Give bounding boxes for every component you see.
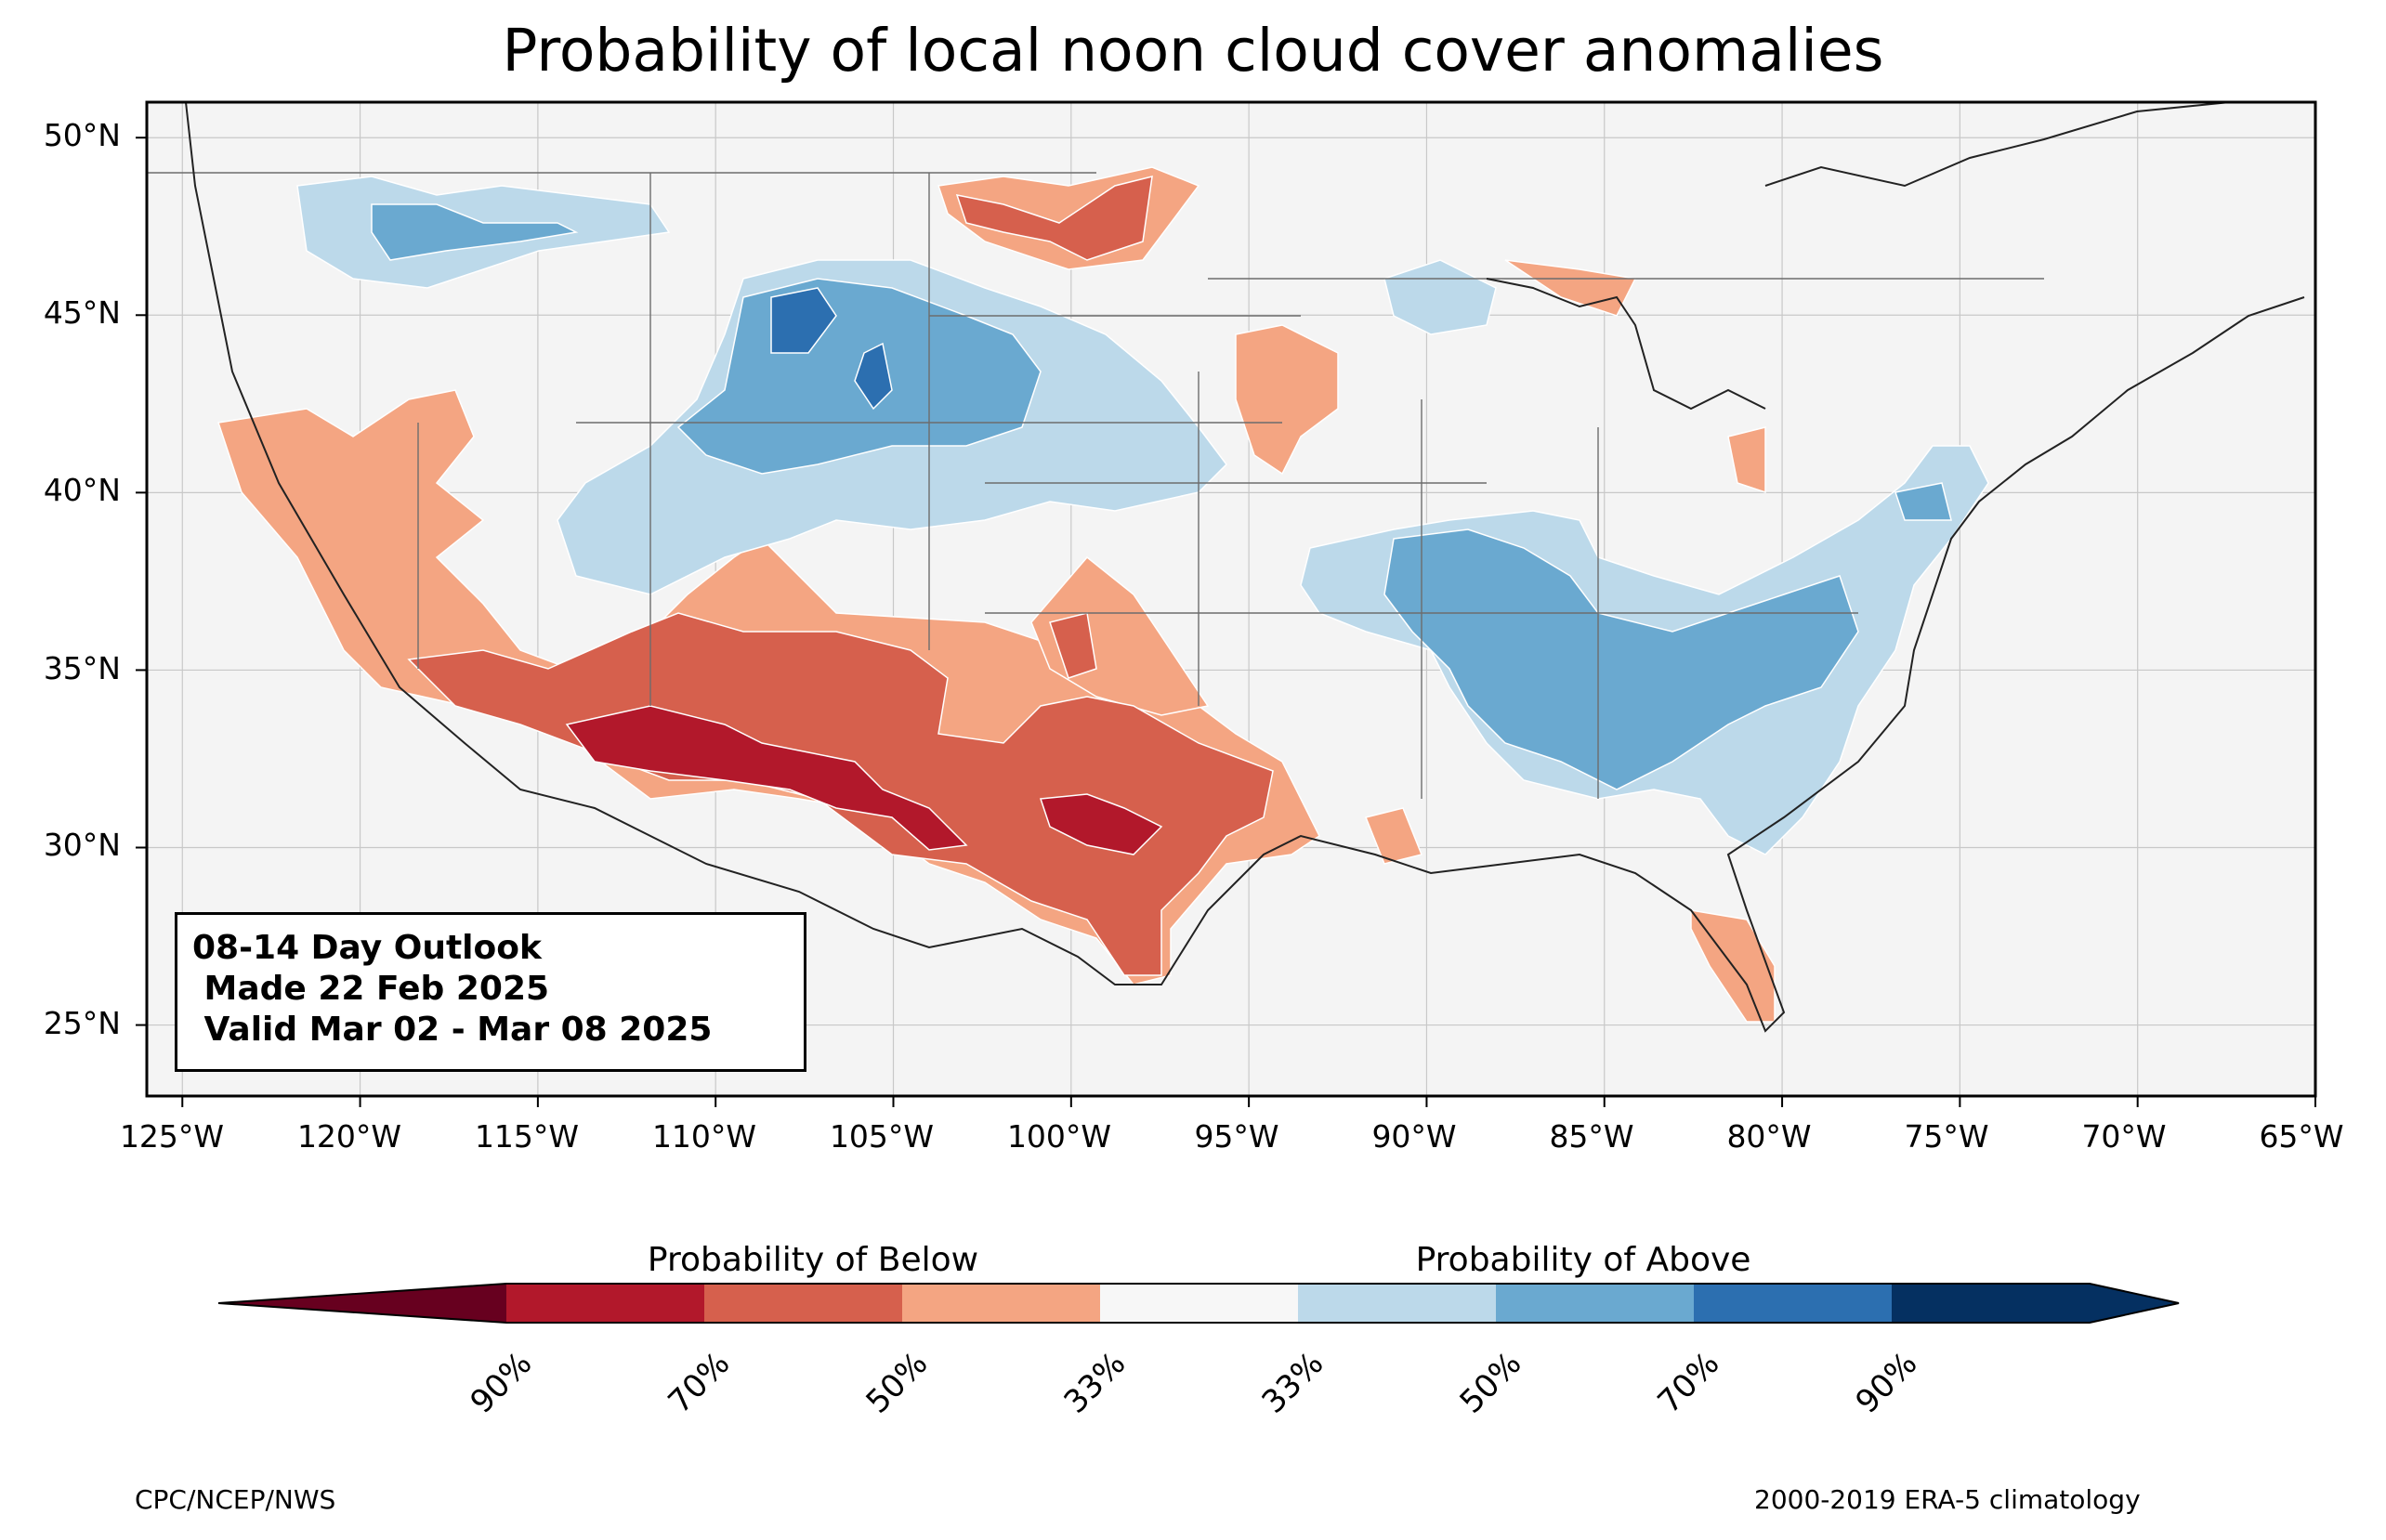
lon-label: 95°W [1194, 1118, 1279, 1155]
colorbar [217, 1283, 2180, 1324]
above-50-region-mid-atlantic [1894, 482, 1952, 521]
lat-label: 40°N [43, 472, 121, 508]
colorbar-outline [217, 1283, 2180, 1324]
below-70-region-southwest [565, 705, 968, 851]
lat-label: 50°N [43, 117, 121, 153]
lat-label: 25°N [43, 1005, 121, 1041]
lon-label: 65°W [2259, 1118, 2344, 1155]
below-33-region-ohio [1727, 426, 1766, 494]
lon-label: 115°W [474, 1118, 580, 1155]
colorbar-segment [1892, 1284, 2090, 1323]
lon-label: 125°W [119, 1118, 225, 1155]
map-frame [145, 100, 2317, 1098]
lat-label: 30°N [43, 827, 121, 863]
lat-label: 45°N [43, 294, 121, 331]
above-50-region-northwest [371, 203, 579, 261]
state-boundaries [147, 172, 2044, 799]
lon-label: 75°W [1904, 1118, 1989, 1155]
axis-ticks [136, 137, 2316, 1107]
colorbar-segment [1496, 1284, 1694, 1323]
credit-right: 2000-2019 ERA-5 climatology [1754, 1484, 2141, 1515]
colorbar-segment [506, 1284, 704, 1323]
colorbar-segment [902, 1284, 1100, 1323]
above-70-region-wyoming-south [854, 342, 893, 411]
below-50-region-texas-panhandle [1049, 612, 1097, 679]
anomaly-regions [217, 166, 1776, 1023]
below-33-region-iowa [1235, 324, 1339, 476]
above-50-region-southeast [1383, 529, 1859, 790]
lon-label: 85°W [1549, 1118, 1634, 1155]
lon-label: 90°W [1371, 1118, 1457, 1155]
outlook-made-date: Made 22 Feb 2025 [192, 970, 550, 1008]
colorbar-segment [1298, 1284, 1496, 1323]
lon-label: 120°W [296, 1118, 402, 1155]
colorbar-segment [1694, 1284, 1892, 1323]
above-70-region-wyoming [770, 287, 837, 354]
chart-title: Probability of local noon cloud cover an… [502, 17, 1884, 85]
colorbar-below-label: Probability of Below [647, 1241, 979, 1279]
lat-label: 35°N [43, 650, 121, 686]
credit-left: CPC/NCEP/NWS [135, 1484, 336, 1515]
lon-label: 110°W [651, 1118, 757, 1155]
coastline [185, 101, 2305, 1033]
outlook-period: 08-14 Day Outlook [192, 929, 542, 967]
below-50-region-montana [955, 176, 1153, 261]
lon-label: 100°W [1006, 1118, 1112, 1155]
below-33-region-michigan [1504, 259, 1637, 317]
colorbar-extend-below [218, 1284, 506, 1323]
colorbar-above-label: Probability of Above [1415, 1241, 1751, 1279]
lon-label: 70°W [2081, 1118, 2167, 1155]
outlook-info-box: 08-14 Day Outlook Made 22 Feb 2025 Valid… [175, 912, 806, 1072]
below-33-region-gulf [1364, 807, 1423, 865]
lon-label: 80°W [1726, 1118, 1812, 1155]
below-70-region-texas [1039, 793, 1163, 855]
colorbar-extend-above [2090, 1284, 2179, 1323]
colorbar-segment [1100, 1284, 1298, 1323]
lon-label: 105°W [829, 1118, 935, 1155]
anomaly-regions-above [296, 176, 1989, 855]
colorbar-segment [704, 1284, 902, 1323]
outlook-valid-dates: Valid Mar 02 - Mar 08 2025 [192, 1011, 713, 1049]
